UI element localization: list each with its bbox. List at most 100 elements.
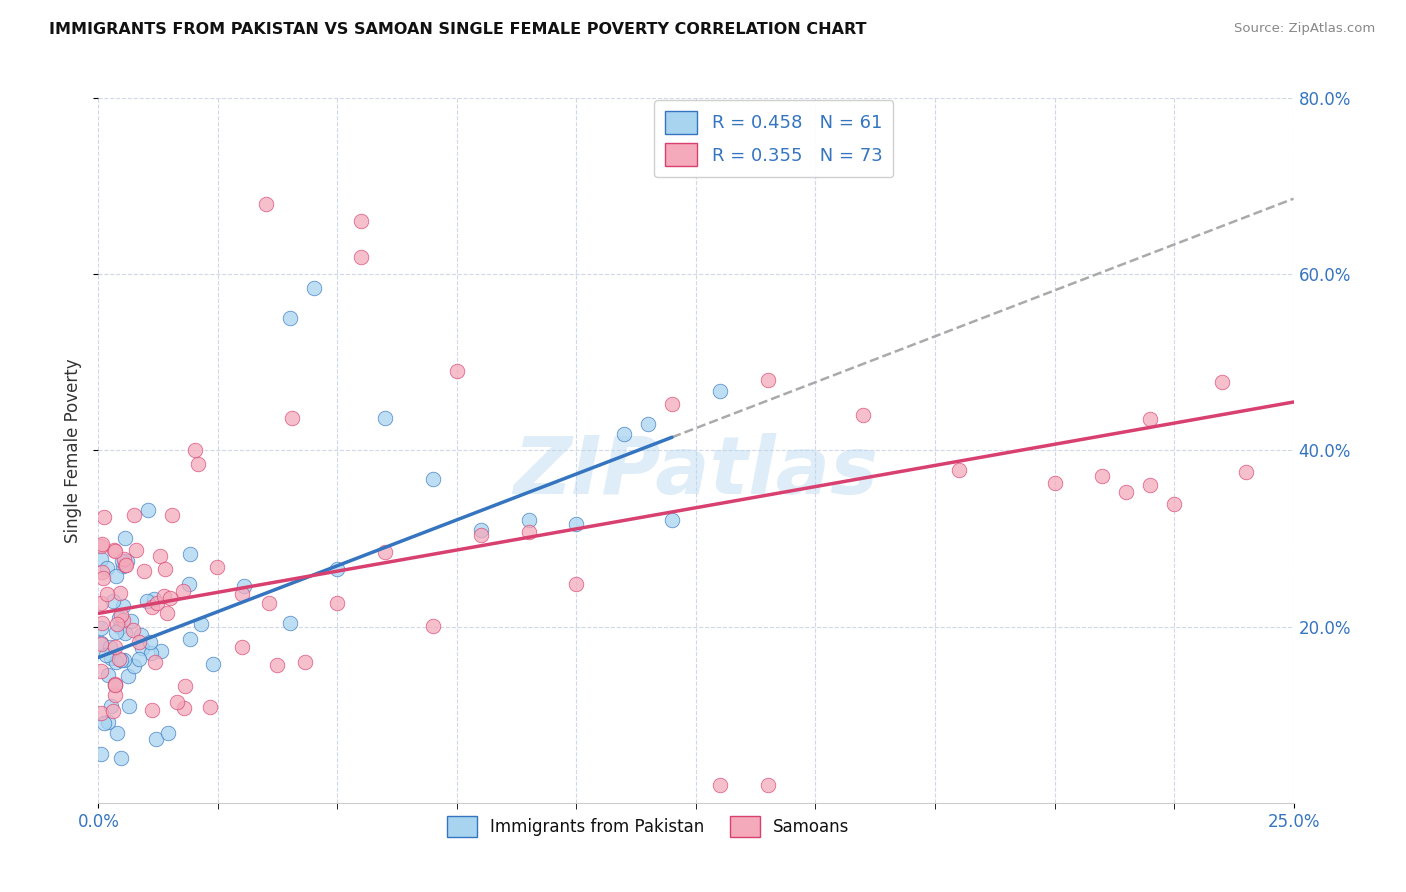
Point (179, 547, 201, 561)
Point (122, 508, 145, 523)
Point (231, 587, 253, 601)
Point (97, 714, 120, 729)
Point (756, 778, 779, 792)
Point (350, 250, 373, 264)
Point (105, 725, 128, 739)
Point (565, 516, 588, 531)
Point (128, 652, 150, 666)
Point (91, 615, 114, 630)
Point (266, 657, 288, 672)
Point (172, 584, 194, 599)
Point (141, 646, 163, 660)
Point (637, 417, 659, 432)
Point (90, 621, 112, 635)
Legend: Immigrants from Pakistan, Samoans: Immigrants from Pakistan, Samoans (440, 809, 856, 844)
Point (94, 648, 117, 663)
Point (105, 569, 128, 583)
Point (159, 591, 181, 605)
Point (110, 751, 132, 765)
Point (190, 616, 212, 631)
Point (1091, 468, 1114, 483)
Point (90, 596, 112, 610)
Point (152, 589, 174, 603)
Point (1139, 411, 1161, 425)
Point (565, 577, 588, 591)
Point (156, 725, 179, 739)
Point (948, 463, 970, 477)
Point (118, 698, 141, 713)
Point (103, 678, 125, 692)
Point (756, 373, 779, 387)
Point (613, 427, 636, 442)
Y-axis label: Single Female Poverty: Single Female Poverty (65, 359, 83, 542)
Point (103, 676, 125, 690)
Point (517, 512, 540, 526)
Point (117, 669, 139, 683)
Point (281, 411, 304, 425)
Point (254, 196, 277, 211)
Point (146, 596, 169, 610)
Point (93, 715, 115, 730)
Point (422, 473, 444, 487)
Point (1234, 465, 1257, 479)
Point (422, 619, 444, 633)
Point (93, 510, 115, 524)
Point (278, 615, 301, 630)
Point (153, 561, 176, 575)
Point (104, 640, 127, 654)
Point (149, 644, 172, 658)
Point (90, 565, 112, 579)
Point (96, 587, 118, 601)
Point (1043, 475, 1066, 490)
Point (96, 561, 118, 575)
Point (257, 596, 280, 610)
Point (173, 701, 195, 715)
Point (104, 655, 127, 669)
Point (90, 747, 112, 761)
Point (661, 513, 683, 527)
Point (110, 653, 132, 667)
Point (179, 632, 201, 647)
Point (278, 311, 301, 326)
Point (107, 611, 129, 625)
Point (183, 442, 205, 457)
Point (114, 531, 136, 545)
Point (294, 655, 316, 669)
Point (709, 778, 731, 792)
Point (131, 641, 153, 656)
Point (107, 652, 129, 666)
Point (112, 653, 135, 667)
Point (91, 537, 114, 551)
Point (122, 659, 145, 673)
Point (91, 571, 114, 585)
Point (97, 668, 120, 682)
Point (105, 616, 128, 631)
Point (114, 558, 136, 573)
Text: Source: ZipAtlas.com: Source: ZipAtlas.com (1234, 22, 1375, 36)
Point (350, 214, 373, 228)
Point (231, 640, 253, 654)
Point (326, 596, 349, 610)
Point (111, 554, 134, 568)
Point (101, 593, 124, 607)
Point (136, 593, 159, 607)
Text: IMMIGRANTS FROM PAKISTAN VS SAMOAN SINGLE FEMALE POVERTY CORRELATION CHART: IMMIGRANTS FROM PAKISTAN VS SAMOAN SINGL… (49, 22, 866, 37)
Point (661, 397, 683, 411)
Point (1211, 375, 1233, 389)
Point (111, 558, 134, 573)
Point (103, 543, 125, 558)
Point (120, 614, 142, 628)
Point (517, 525, 540, 540)
Point (145, 655, 167, 669)
Point (1139, 478, 1161, 492)
Point (104, 688, 127, 702)
Point (100, 640, 122, 654)
Point (105, 624, 128, 639)
Point (139, 635, 162, 649)
Point (110, 607, 132, 622)
Point (90, 706, 112, 720)
Point (128, 635, 150, 649)
Point (90, 539, 112, 553)
Point (709, 384, 731, 399)
Point (446, 364, 468, 378)
